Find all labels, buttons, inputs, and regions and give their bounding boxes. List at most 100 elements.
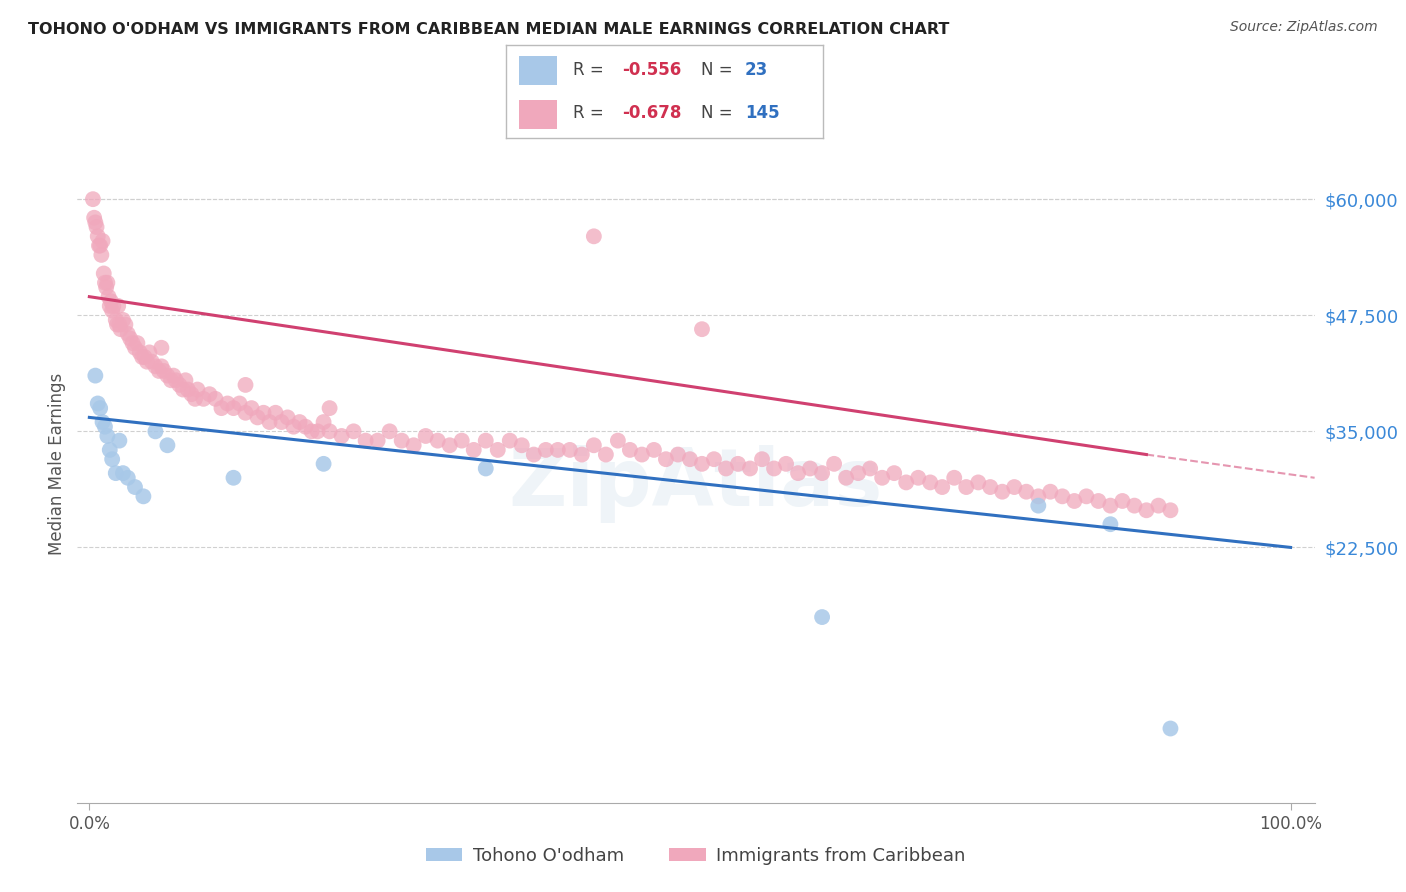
Point bbox=[141, 354, 163, 368]
Point bbox=[96, 280, 118, 294]
Point bbox=[235, 406, 257, 420]
Point bbox=[98, 442, 121, 457]
Point bbox=[606, 434, 628, 448]
Point bbox=[666, 448, 689, 462]
Point bbox=[96, 429, 118, 443]
Text: N =: N = bbox=[700, 104, 738, 122]
Bar bbox=[519, 56, 557, 85]
Point bbox=[1002, 480, 1025, 494]
Point bbox=[1111, 494, 1133, 508]
Point bbox=[98, 299, 121, 313]
Point bbox=[415, 429, 437, 443]
Point bbox=[228, 396, 250, 410]
Point bbox=[1015, 484, 1038, 499]
Point bbox=[110, 322, 132, 336]
Point bbox=[222, 471, 245, 485]
Point bbox=[312, 457, 335, 471]
Point bbox=[474, 434, 496, 448]
Legend: Tohono O'odham, Immigrants from Caribbean: Tohono O'odham, Immigrants from Caribbea… bbox=[419, 839, 973, 871]
Point bbox=[93, 267, 115, 281]
Point bbox=[920, 475, 942, 490]
Point bbox=[738, 461, 761, 475]
Text: 23: 23 bbox=[745, 62, 768, 79]
Point bbox=[174, 373, 197, 387]
Point bbox=[246, 410, 269, 425]
Point bbox=[967, 475, 990, 490]
Point bbox=[91, 234, 114, 248]
Point bbox=[1076, 489, 1098, 503]
Point bbox=[1026, 499, 1049, 513]
Point bbox=[787, 466, 810, 480]
Point bbox=[84, 215, 107, 229]
Text: -0.556: -0.556 bbox=[621, 62, 681, 79]
Point bbox=[94, 276, 117, 290]
Point bbox=[117, 471, 139, 485]
Point bbox=[87, 238, 110, 252]
Point bbox=[180, 387, 202, 401]
Point bbox=[124, 341, 146, 355]
Point bbox=[931, 480, 953, 494]
Point bbox=[138, 345, 160, 359]
Point bbox=[474, 461, 496, 475]
Point bbox=[103, 299, 125, 313]
Point bbox=[510, 438, 533, 452]
Text: ZipAtlas: ZipAtlas bbox=[509, 445, 883, 524]
Point bbox=[134, 350, 156, 364]
Point bbox=[811, 610, 834, 624]
Point bbox=[145, 425, 167, 439]
Point bbox=[156, 438, 179, 452]
Point bbox=[108, 434, 131, 448]
Point bbox=[87, 396, 110, 410]
Point bbox=[198, 387, 221, 401]
Text: R =: R = bbox=[572, 62, 609, 79]
Point bbox=[153, 364, 176, 378]
Point bbox=[463, 442, 485, 457]
Point bbox=[91, 415, 114, 429]
Point bbox=[100, 294, 122, 309]
Text: 145: 145 bbox=[745, 104, 780, 122]
Point bbox=[222, 401, 245, 416]
Point bbox=[943, 471, 966, 485]
Point bbox=[330, 429, 353, 443]
Point bbox=[120, 331, 142, 345]
Point bbox=[426, 434, 449, 448]
Point bbox=[111, 466, 134, 480]
Point bbox=[89, 238, 111, 252]
Point bbox=[643, 442, 665, 457]
Point bbox=[318, 425, 340, 439]
Point bbox=[907, 471, 929, 485]
Point bbox=[211, 401, 233, 416]
Point bbox=[896, 475, 918, 490]
Point bbox=[1063, 494, 1085, 508]
Point bbox=[94, 419, 117, 434]
Point bbox=[111, 313, 134, 327]
Point bbox=[108, 318, 131, 332]
Point bbox=[145, 359, 167, 374]
Point bbox=[172, 383, 194, 397]
Point bbox=[835, 471, 858, 485]
Point bbox=[277, 410, 299, 425]
Point bbox=[121, 336, 143, 351]
Point bbox=[312, 415, 335, 429]
Point bbox=[177, 383, 200, 397]
Point bbox=[979, 480, 1001, 494]
Point bbox=[193, 392, 215, 406]
Point bbox=[690, 457, 713, 471]
Point bbox=[582, 438, 605, 452]
Point bbox=[259, 415, 281, 429]
Point bbox=[811, 466, 834, 480]
Point bbox=[186, 383, 208, 397]
Point bbox=[1099, 517, 1122, 532]
Point bbox=[165, 373, 187, 387]
Point bbox=[870, 471, 893, 485]
Point bbox=[1087, 494, 1109, 508]
Point bbox=[883, 466, 905, 480]
Point bbox=[859, 461, 882, 475]
Point bbox=[354, 434, 377, 448]
Point bbox=[264, 406, 287, 420]
Point bbox=[619, 442, 641, 457]
Point bbox=[534, 442, 557, 457]
Point bbox=[1147, 499, 1170, 513]
Point bbox=[307, 425, 329, 439]
Point bbox=[83, 211, 105, 225]
